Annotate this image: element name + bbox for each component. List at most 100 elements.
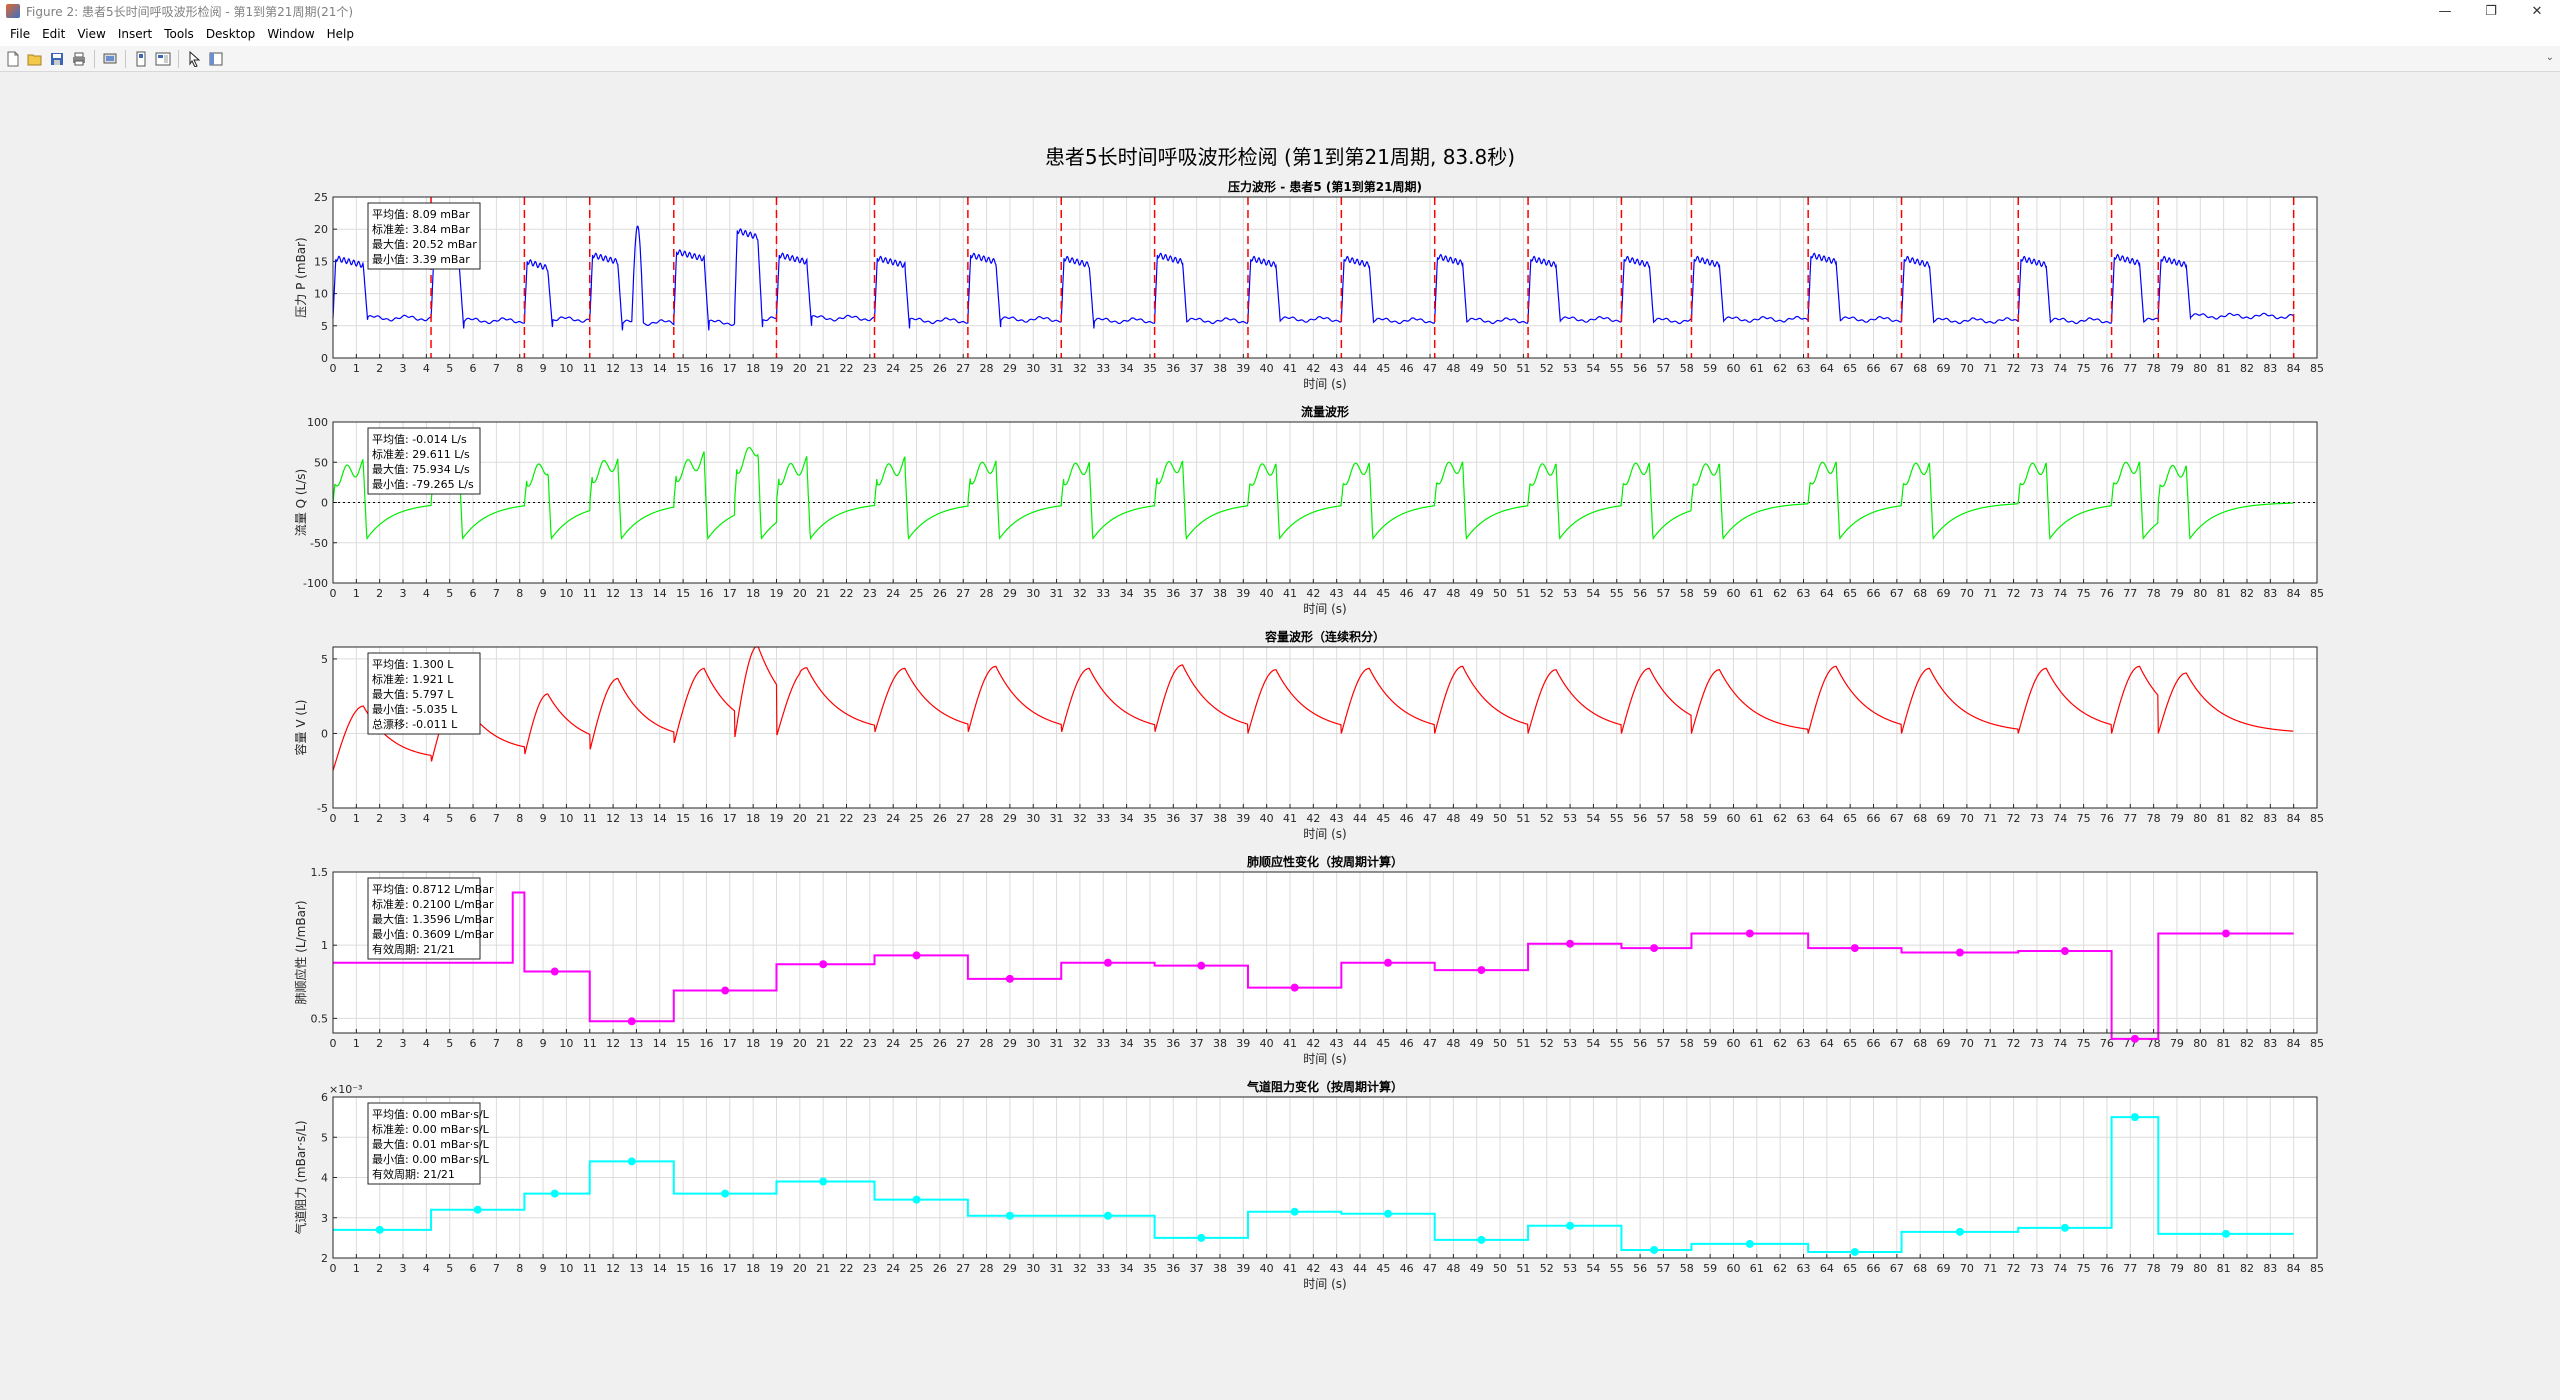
x-tick-label: 53 [1563, 362, 1577, 375]
new-figure-button[interactable] [2, 48, 24, 70]
menu-tools[interactable]: Tools [164, 27, 194, 41]
menu-view[interactable]: View [77, 27, 106, 41]
cycle-value-marker [627, 1017, 636, 1026]
open-file-button[interactable] [24, 48, 46, 70]
x-tick-label: 13 [629, 812, 643, 825]
x-tick-label: 80 [2193, 1262, 2207, 1275]
x-tick-label: 39 [1236, 1037, 1250, 1050]
x-tick-label: 29 [1003, 587, 1017, 600]
x-tick-label: 12 [606, 362, 620, 375]
figure-toolbar: ⌄ [0, 46, 2560, 72]
x-tick-label: 71 [1983, 587, 1997, 600]
x-tick-label: 64 [1820, 587, 1834, 600]
stats-line: 标准差: 1.921 L [372, 672, 454, 686]
menu-desktop[interactable]: Desktop [205, 27, 256, 41]
x-tick-label: 75 [2077, 1262, 2091, 1275]
x-tick-label: 33 [1096, 812, 1110, 825]
pointer-button[interactable] [183, 48, 205, 70]
cycle-value-marker [1566, 939, 1575, 948]
cycle-value-marker [1197, 1233, 1206, 1242]
x-tick-label: 73 [2030, 1037, 2044, 1050]
x-tick-label: 8 [516, 1262, 523, 1275]
x-tick-label: 6 [470, 587, 477, 600]
stats-line: 最大值: 75.934 L/s [372, 462, 470, 476]
x-tick-label: 43 [1330, 362, 1344, 375]
x-tick-label: 25 [910, 1262, 924, 1275]
y-tick-label: 0.5 [311, 1012, 329, 1025]
close-button[interactable]: ✕ [2531, 3, 2543, 19]
cycle-value-marker [2130, 1113, 2139, 1122]
x-tick-label: 80 [2193, 812, 2207, 825]
x-tick-label: 16 [699, 587, 713, 600]
x-tick-label: 40 [1260, 587, 1274, 600]
x-tick-label: 76 [2100, 587, 2114, 600]
x-tick-label: 23 [863, 812, 877, 825]
x-tick-label: 9 [540, 812, 547, 825]
x-tick-label: 77 [2123, 812, 2137, 825]
x-tick-label: 46 [1400, 1262, 1414, 1275]
x-tick-label: 17 [723, 812, 737, 825]
menu-file[interactable]: File [10, 27, 31, 41]
x-tick-label: 0 [330, 812, 337, 825]
y-tick-labels: 0 5 10 15 20 25 [314, 191, 337, 365]
insert-colorbar-button[interactable] [152, 48, 174, 70]
menu-edit[interactable]: Edit [42, 27, 66, 41]
x-axis-label: 时间 (s) [1303, 827, 1346, 841]
cycle-value-marker [2060, 947, 2069, 956]
x-tick-label: 47 [1423, 812, 1437, 825]
x-tick-label: 51 [1516, 1262, 1530, 1275]
x-tick-label: 1 [353, 362, 360, 375]
maximize-button[interactable]: ❐ [2485, 3, 2497, 19]
y-axis-label: 流量 Q (L/s) [294, 469, 308, 536]
y-tick-label: 5 [321, 320, 328, 333]
x-tick-label: 22 [840, 812, 854, 825]
x-tick-label: 49 [1470, 587, 1484, 600]
x-tick-label: 2 [376, 1262, 383, 1275]
x-tick-label: 15 [676, 1262, 690, 1275]
x-tick-label: 8 [516, 362, 523, 375]
y-tick-label: 5 [321, 1131, 328, 1144]
x-tick-label: 69 [1937, 1037, 1951, 1050]
x-tick-label: 26 [933, 362, 947, 375]
menu-window[interactable]: Window [267, 27, 315, 41]
window-titlebar: Figure 2: 患者5长时间呼吸波形检阅 - 第1到第21周期(21个) —… [0, 0, 2560, 22]
flow-waveform-line [332, 447, 2294, 541]
menu-bar: File Edit View Insert Tools Desktop Wind… [0, 22, 2560, 46]
x-tick-label: 61 [1750, 1262, 1764, 1275]
x-tick-label: 47 [1423, 362, 1437, 375]
x-tick-label: 21 [816, 812, 830, 825]
x-tick-label: 73 [2030, 587, 2044, 600]
x-tick-label: 2 [376, 587, 383, 600]
cycle-value-marker [1384, 1209, 1393, 1218]
x-tick-label: 65 [1843, 1262, 1857, 1275]
stats-line: 标准差: 29.611 L/s [372, 447, 470, 461]
print-button[interactable] [68, 48, 90, 70]
link-plot-button[interactable] [130, 48, 152, 70]
minimize-button[interactable]: — [2438, 3, 2452, 19]
x-tick-label: 19 [769, 812, 783, 825]
stats-box-frame [367, 1102, 481, 1185]
print-preview-button[interactable] [99, 48, 121, 70]
cycle-value-marker [1477, 1235, 1486, 1244]
x-tick-label: 18 [746, 362, 760, 375]
menu-insert[interactable]: Insert [117, 27, 153, 41]
x-tick-label: 83 [2263, 362, 2277, 375]
x-tick-label: 48 [1446, 1037, 1460, 1050]
toolbar-collapse-icon[interactable]: ⌄ [2545, 52, 2554, 63]
toolbar-separator [94, 49, 95, 68]
x-tick-label: 31 [1050, 1037, 1064, 1050]
x-tick-label: 17 [723, 587, 737, 600]
x-tick-label: 68 [1913, 587, 1927, 600]
x-tick-label: 26 [933, 1262, 947, 1275]
x-tick-label: 23 [863, 1262, 877, 1275]
x-tick-label: 7 [493, 1037, 500, 1050]
x-tick-label: 55 [1610, 587, 1624, 600]
x-tick-label: 9 [540, 587, 547, 600]
x-tick-label: 37 [1190, 1262, 1204, 1275]
x-tick-label: 56 [1633, 812, 1647, 825]
property-editor-button[interactable] [205, 48, 227, 70]
save-button[interactable] [46, 48, 68, 70]
menu-help[interactable]: Help [326, 27, 354, 41]
x-tick-label: 29 [1003, 1262, 1017, 1275]
stats-line: 最小值: -79.265 L/s [372, 478, 474, 491]
